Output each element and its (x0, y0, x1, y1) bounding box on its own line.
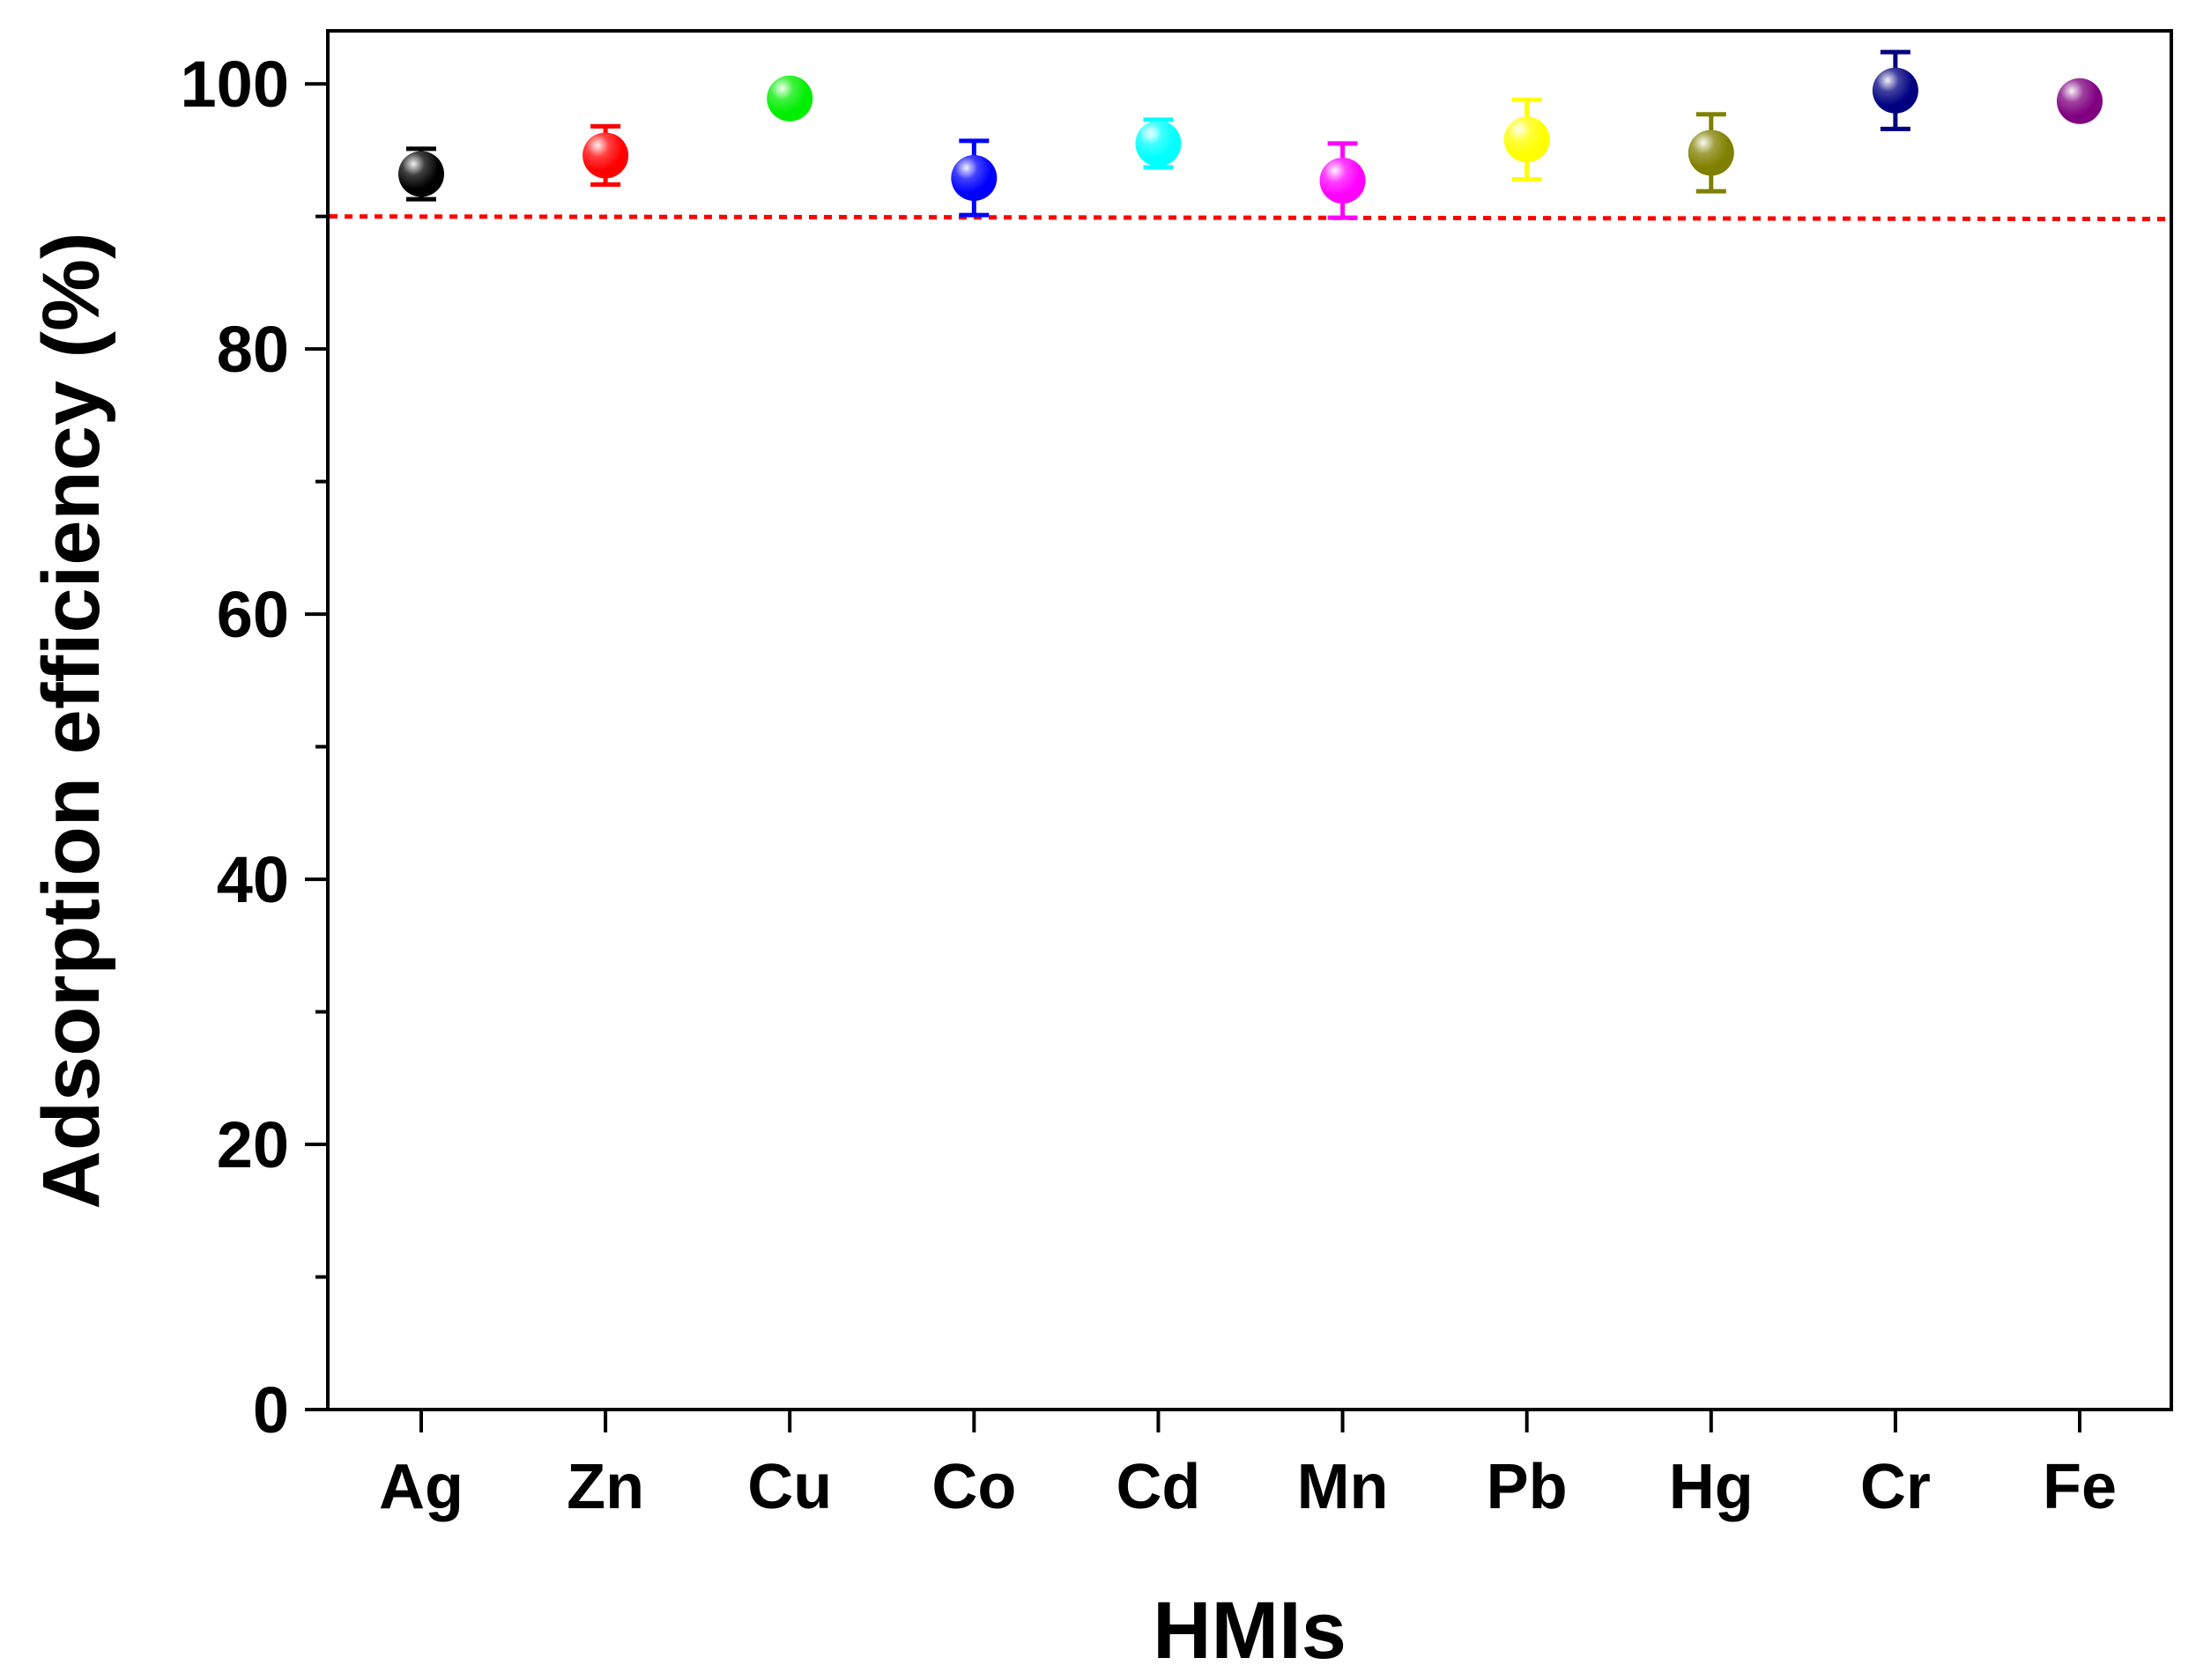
data-points-layer (398, 49, 2103, 220)
y-tick-label: 0 (253, 1373, 289, 1447)
data-point-fe (2057, 78, 2103, 124)
marker-highlight (1319, 158, 1366, 204)
y-axis: 0 20 40 60 80 100 (181, 48, 328, 1447)
y-tick-label: 20 (217, 1108, 289, 1181)
data-point-co (951, 138, 998, 218)
marker-highlight (2057, 78, 2103, 124)
y-tick-label: 80 (217, 313, 289, 386)
marker-highlight (582, 132, 629, 179)
reference-line (329, 214, 2170, 222)
x-tick-label-cd: Cd (1116, 1452, 1200, 1522)
marker-highlight (398, 151, 444, 197)
marker-highlight (1135, 120, 1182, 167)
y-tick-label: 40 (217, 843, 289, 916)
marker-highlight (1872, 67, 1918, 114)
data-point-cd (1135, 117, 1182, 170)
data-point-ag (398, 146, 444, 202)
marker-highlight (767, 75, 813, 122)
x-tick-label-pb: Pb (1487, 1452, 1568, 1522)
data-point-mn (1319, 141, 1366, 220)
x-tick-label-cu: Cu (747, 1452, 832, 1522)
x-tick-label-co: Co (931, 1452, 1016, 1522)
x-tick-label-zn: Zn (567, 1452, 644, 1522)
x-tick-label-hg: Hg (1669, 1452, 1754, 1522)
x-tick-label-cr: Cr (1860, 1452, 1931, 1522)
data-point-hg (1688, 112, 1734, 194)
x-axis: Ag Zn Cu Co Cd Mn Pb Hg Cr Fe (379, 1410, 2117, 1522)
marker-highlight (951, 155, 998, 202)
x-tick-label-ag: Ag (379, 1452, 464, 1522)
x-axis-title: HMIs (1153, 1586, 1347, 1676)
x-tick-label-fe: Fe (2043, 1452, 2117, 1522)
y-tick-label: 100 (181, 48, 289, 121)
marker-highlight (1503, 116, 1550, 163)
plot-frame (326, 29, 2173, 1411)
data-point-cu (767, 75, 813, 122)
x-tick-label-mn: Mn (1297, 1452, 1389, 1522)
data-point-zn (582, 123, 629, 188)
data-point-pb (1503, 97, 1550, 182)
data-point-cr (1872, 49, 1918, 131)
y-tick-label: 60 (217, 578, 289, 651)
marker-highlight (1688, 130, 1734, 176)
reference-line-layer (329, 214, 2170, 222)
y-axis-title: Adsorption efficiency (%) (26, 232, 116, 1209)
